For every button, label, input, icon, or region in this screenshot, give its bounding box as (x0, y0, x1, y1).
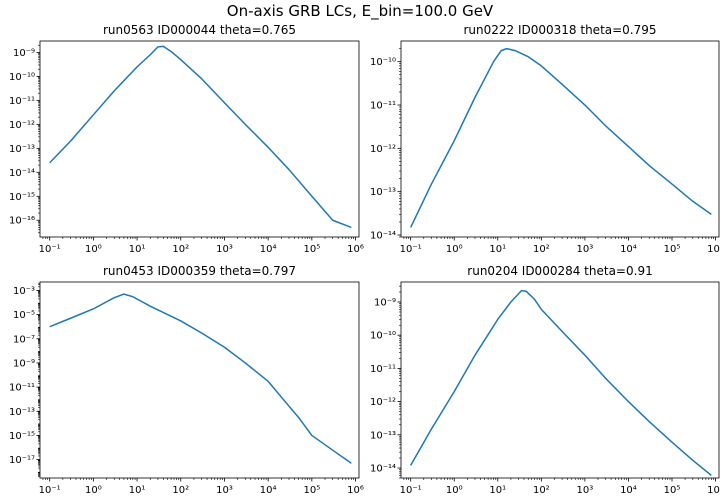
subplot-title: run0222 ID000318 theta=0.795 (463, 23, 656, 37)
x-tick-label: 10¹ (489, 485, 506, 496)
axes-frame (39, 281, 360, 479)
y-tick-label: 10⁻¹⁷ (9, 455, 35, 466)
x-tick-label: 10⁻¹ (400, 244, 422, 255)
y-tick-label: 10⁻¹⁶ (9, 216, 35, 227)
y-tick-label: 10⁻¹¹ (9, 383, 35, 394)
x-tick-label: 10¹ (489, 244, 506, 255)
y-tick-label: 10⁻⁷ (13, 334, 35, 345)
x-tick-label: 10³ (577, 485, 594, 496)
y-tick-label: 10⁻¹⁰ (370, 331, 396, 342)
x-tick-label: 10⁻¹ (400, 485, 422, 496)
x-tick-label: 10² (533, 485, 550, 496)
subplot-title: run0563 ID000044 theta=0.765 (103, 23, 296, 37)
x-tick-label: 10⁴ (620, 485, 637, 496)
y-tick-label: 10⁻¹⁰ (9, 72, 35, 83)
y-tick-label: 10⁻¹⁴ (9, 168, 35, 179)
subplot-2: run0222 ID000318 theta=0.795 10⁻¹ 10⁰ 10¹ 10… (370, 23, 720, 255)
y-tick-label: 10⁻¹⁴ (370, 231, 396, 242)
x-tick-label: 10⁶ (707, 485, 720, 496)
y-tick-label: 10⁻¹⁰ (370, 57, 396, 68)
x-tick-label: 10³ (216, 485, 233, 496)
y-tick-label: 10⁻¹³ (9, 144, 35, 155)
light-curve-line (410, 289, 712, 476)
x-tick-label: 10⁰ (446, 485, 463, 496)
y-tick-label: 10⁻¹¹ (9, 96, 35, 107)
y-tick-label: 10⁻¹⁵ (9, 431, 35, 442)
y-tick-label: 10⁻¹³ (370, 187, 396, 198)
y-tick-label: 10⁻¹¹ (370, 101, 396, 112)
y-tick-label: 10⁻¹⁴ (370, 464, 396, 475)
y-tick-label: 10⁻¹³ (9, 407, 35, 418)
x-tick-label: 10⁻¹ (39, 244, 61, 255)
y-tick-label: 10⁻⁹ (13, 358, 35, 369)
x-tick-label: 10⁵ (303, 485, 320, 496)
y-tick-label: 10⁻¹² (370, 144, 396, 155)
x-tick-label: 10⁰ (85, 485, 102, 496)
y-tick-label: 10⁻¹³ (370, 430, 396, 441)
y-tick-label: 10⁻¹² (370, 397, 396, 408)
x-tick-label: 10² (172, 485, 189, 496)
x-tick-label: 10⁴ (260, 244, 277, 255)
x-tick-label: 10¹ (129, 485, 146, 496)
axes-frame (39, 40, 360, 238)
y-tick-label: 10⁻⁵ (13, 310, 35, 321)
x-tick-label: 10² (172, 244, 189, 255)
x-tick-label: 10⁰ (85, 244, 102, 255)
axes-frame (400, 281, 720, 479)
x-tick-label: 10⁶ (347, 485, 364, 496)
x-tick-label: 10⁰ (446, 244, 463, 255)
light-curve-line (49, 293, 352, 464)
figure-suptitle: On-axis GRB LCs, E_bin=100.0 GeV (227, 2, 494, 21)
y-tick-label: 10⁻³ (13, 286, 35, 297)
x-tick-label: 10⁵ (664, 485, 681, 496)
subplot-4: run0204 ID000284 theta=0.91 10⁻¹ 10⁰ 10¹ 10²… (370, 264, 720, 496)
x-tick-label: 10³ (577, 244, 594, 255)
subplot-title: run0204 ID000284 theta=0.91 (467, 264, 652, 278)
y-tick-label: 10⁻¹¹ (370, 364, 396, 375)
x-tick-label: 10⁶ (347, 244, 364, 255)
x-tick-label: 10³ (216, 244, 233, 255)
y-tick-label: 10⁻⁹ (13, 48, 35, 59)
x-tick-label: 10⁻¹ (39, 485, 61, 496)
light-curve-line (409, 47, 712, 228)
y-tick-label: 10⁻¹⁵ (9, 192, 35, 203)
x-tick-label: 10⁵ (303, 244, 320, 255)
y-tick-label: 10⁻⁹ (374, 297, 396, 308)
x-tick-label: 10⁴ (620, 244, 637, 255)
subplot-title: run0453 ID000359 theta=0.797 (103, 264, 296, 278)
subplot-1: run0563 ID000044 theta=0.765 10⁻¹ 10⁰ 10¹ 10… (9, 23, 364, 255)
x-tick-label: 10² (533, 244, 550, 255)
y-tick-label: 10⁻¹² (9, 120, 35, 131)
x-tick-label: 10⁴ (260, 485, 277, 496)
axes-frame (400, 40, 720, 238)
x-tick-label: 10¹ (129, 244, 146, 255)
x-tick-label: 10⁵ (664, 244, 681, 255)
x-tick-label: 10⁶ (707, 244, 720, 255)
subplot-3: run0453 ID000359 theta=0.797 10⁻¹ 10⁰ 10¹ 10… (9, 264, 364, 496)
light-curve-line (49, 45, 352, 229)
